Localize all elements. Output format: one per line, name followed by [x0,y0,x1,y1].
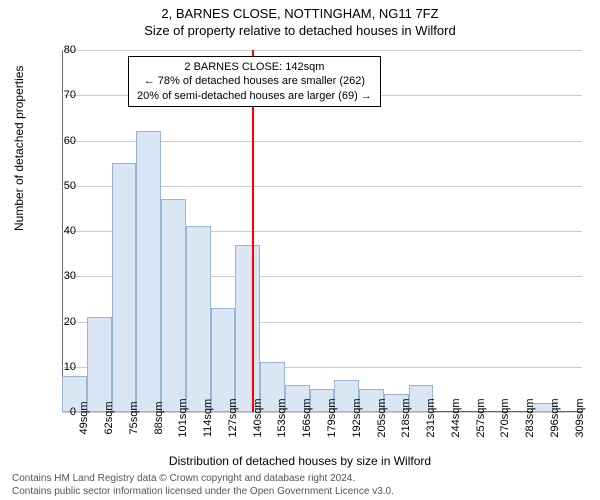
annotation-line: ← 78% of detached houses are smaller (26… [137,74,372,88]
x-tick-label: 244sqm [450,398,462,437]
y-axis-label: Number of detached properties [12,66,26,231]
x-tick-label: 49sqm [78,401,90,434]
x-tick-label: 218sqm [400,398,412,437]
x-tick-label: 75sqm [128,401,140,434]
x-tick-label: 62sqm [103,401,115,434]
x-tick-label: 127sqm [227,398,239,437]
x-tick-label: 101sqm [177,398,189,437]
y-tick-label: 10 [64,361,76,373]
footnote: Contains HM Land Registry data © Crown c… [12,473,588,498]
x-axis-label: Distribution of detached houses by size … [0,454,600,468]
annotation-box: 2 BARNES CLOSE: 142sqm← 78% of detached … [128,56,381,107]
x-tick-label: 283sqm [524,398,536,437]
y-tick-label: 20 [64,316,76,328]
footnote-line-2: Contains public sector information licen… [12,486,588,499]
y-tick-label: 30 [64,270,76,282]
y-tick-label: 40 [64,225,76,237]
annotation-line: 2 BARNES CLOSE: 142sqm [137,60,372,74]
histogram-bar [87,317,112,412]
x-tick-label: 192sqm [351,398,363,437]
histogram-bar [136,131,161,412]
histogram-bar [112,163,137,412]
x-tick-label: 257sqm [475,398,487,437]
x-tick-label: 296sqm [549,398,561,437]
x-tick-label: 205sqm [376,398,388,437]
x-tick-label: 114sqm [202,399,214,437]
x-tick-label: 309sqm [574,398,586,437]
x-tick-label: 153sqm [276,398,288,437]
x-tick-label: 88sqm [153,401,165,434]
grid-line [62,50,582,51]
subtitle: Size of property relative to detached ho… [0,23,600,38]
x-tick-label: 270sqm [499,398,511,437]
annotation-line: 20% of semi-detached houses are larger (… [137,89,372,103]
histogram-bar [186,226,211,412]
y-tick-label: 50 [64,180,76,192]
y-tick-label: 0 [70,406,76,418]
histogram-bar [235,245,260,412]
footnote-line-1: Contains HM Land Registry data © Crown c… [12,473,588,486]
chart-plot-area: 2 BARNES CLOSE: 142sqm← 78% of detached … [62,50,582,412]
y-tick-label: 60 [64,135,76,147]
x-tick-label: 179sqm [326,398,338,437]
histogram-bar [161,199,186,412]
address-title: 2, BARNES CLOSE, NOTTINGHAM, NG11 7FZ [0,6,600,21]
x-tick-label: 231sqm [425,398,437,437]
histogram-bar [211,308,236,412]
y-tick-label: 80 [64,44,76,56]
y-tick-label: 70 [64,89,76,101]
x-tick-label: 140sqm [252,398,264,437]
x-tick-label: 166sqm [301,398,313,437]
